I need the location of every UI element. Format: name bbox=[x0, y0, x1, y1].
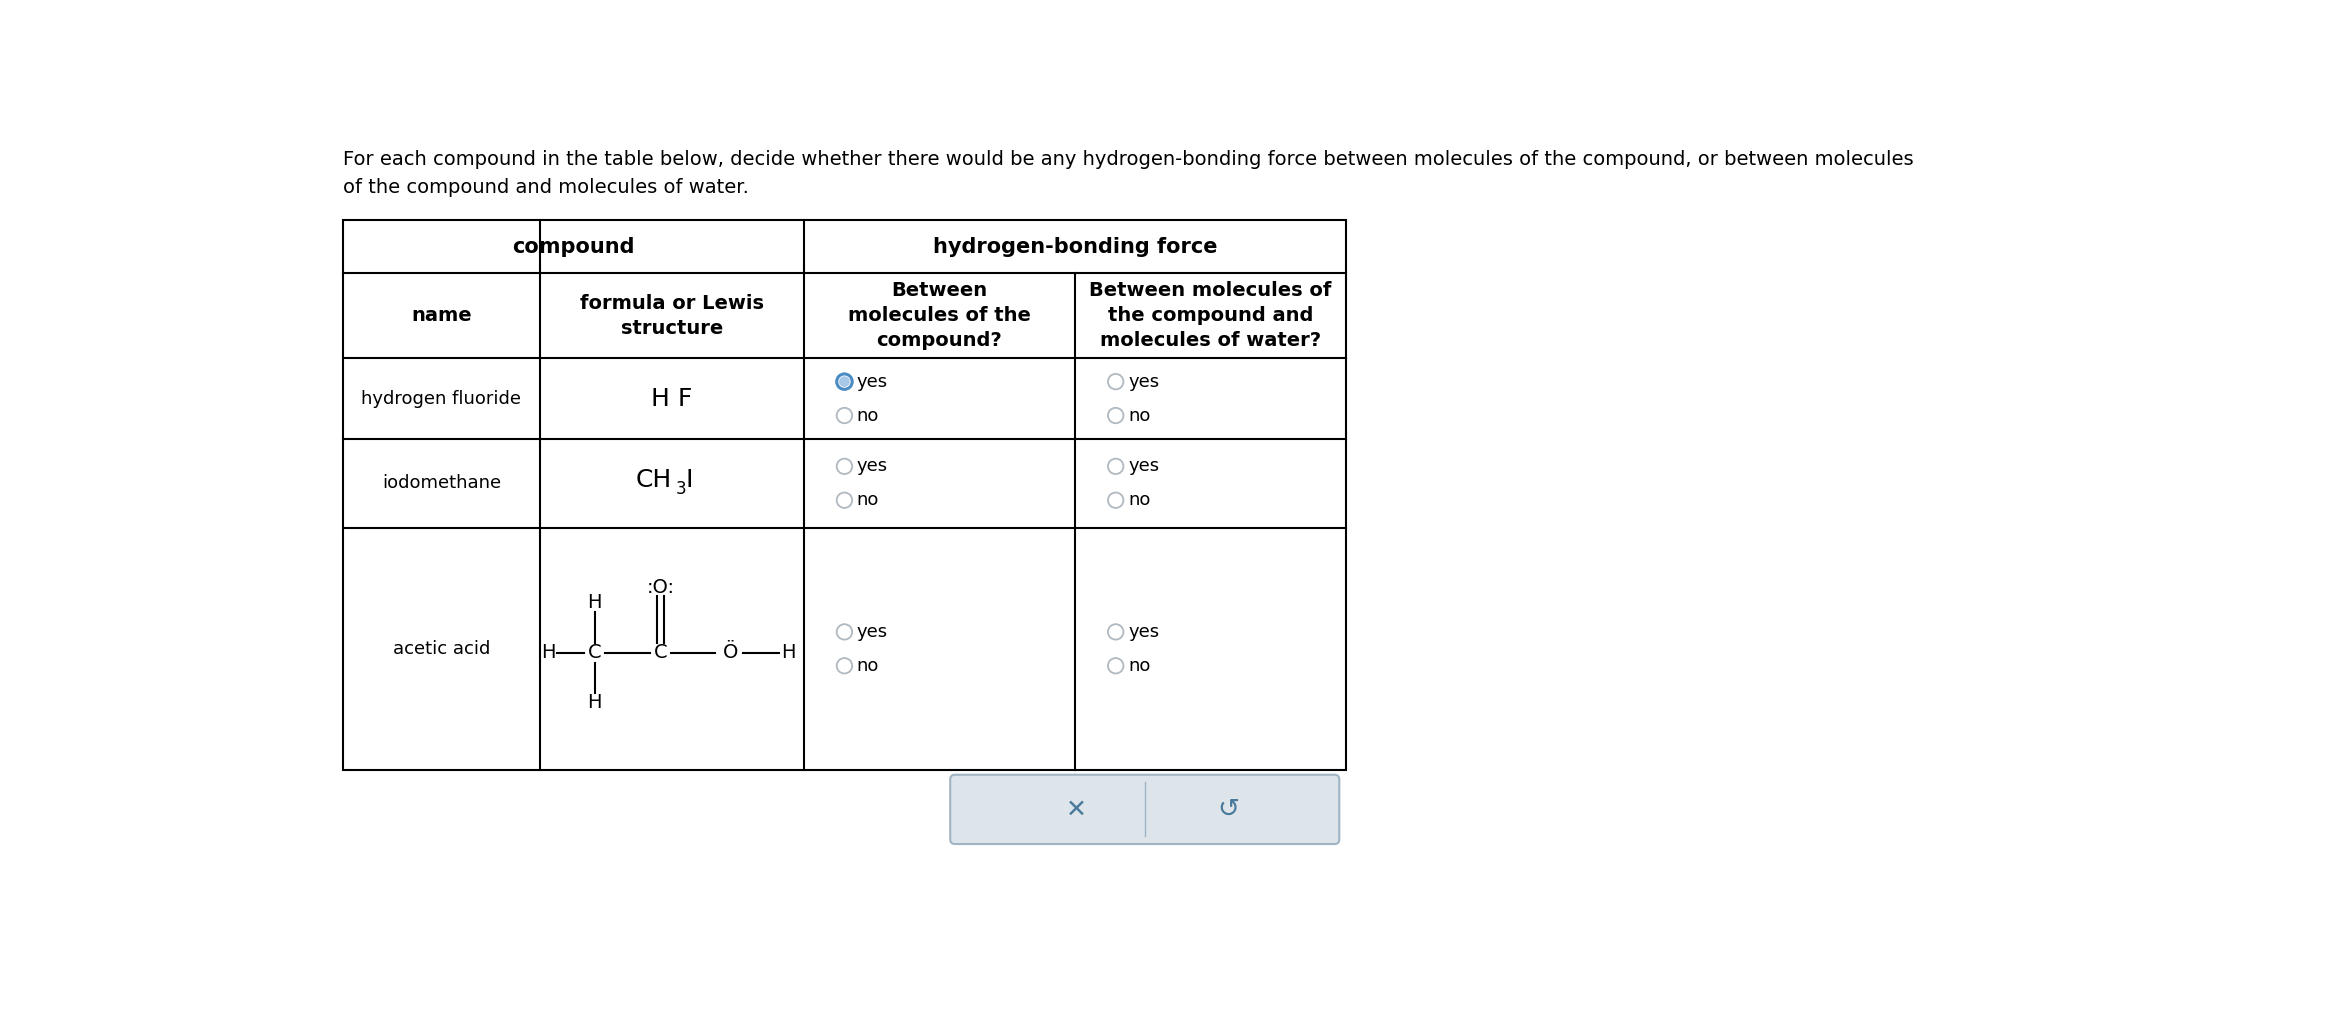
Text: Between
molecules of the
compound?: Between molecules of the compound? bbox=[849, 281, 1031, 351]
Text: H: H bbox=[781, 643, 795, 662]
Text: yes: yes bbox=[856, 457, 888, 476]
Text: hydrogen-bonding force: hydrogen-bonding force bbox=[933, 237, 1218, 256]
Text: no: no bbox=[1129, 406, 1150, 425]
Text: hydrogen fluoride: hydrogen fluoride bbox=[362, 390, 521, 407]
Text: CH: CH bbox=[636, 468, 671, 492]
Text: H: H bbox=[587, 693, 601, 712]
Text: H F: H F bbox=[652, 387, 692, 410]
Text: yes: yes bbox=[856, 372, 888, 391]
Text: ✕: ✕ bbox=[1066, 797, 1087, 821]
Text: H: H bbox=[540, 643, 554, 662]
Text: I: I bbox=[685, 468, 694, 492]
Text: no: no bbox=[1129, 491, 1150, 509]
Text: no: no bbox=[856, 491, 879, 509]
Text: no: no bbox=[856, 406, 879, 425]
Text: formula or Lewis
structure: formula or Lewis structure bbox=[580, 294, 765, 338]
Text: yes: yes bbox=[1129, 457, 1160, 476]
Text: :O:: :O: bbox=[645, 578, 673, 597]
Text: compound: compound bbox=[512, 237, 634, 256]
Text: yes: yes bbox=[1129, 622, 1160, 641]
Text: 3: 3 bbox=[676, 481, 687, 498]
Text: iodomethane: iodomethane bbox=[381, 475, 500, 492]
Text: Ö: Ö bbox=[722, 643, 739, 662]
Text: For each compound in the table below, decide whether there would be any hydrogen: For each compound in the table below, de… bbox=[344, 150, 1912, 197]
Text: Between molecules of
the compound and
molecules of water?: Between molecules of the compound and mo… bbox=[1090, 281, 1333, 351]
Text: C: C bbox=[655, 643, 666, 662]
Bar bbox=[344, 219, 1347, 770]
Text: no: no bbox=[856, 657, 879, 675]
Text: ↺: ↺ bbox=[1218, 796, 1239, 822]
Text: no: no bbox=[1129, 657, 1150, 675]
Text: yes: yes bbox=[856, 622, 888, 641]
Text: name: name bbox=[411, 306, 472, 326]
Circle shape bbox=[839, 376, 849, 387]
Text: yes: yes bbox=[1129, 372, 1160, 391]
Text: H: H bbox=[587, 594, 601, 612]
Text: C: C bbox=[587, 643, 601, 662]
Text: acetic acid: acetic acid bbox=[393, 640, 491, 658]
FancyBboxPatch shape bbox=[949, 774, 1340, 844]
